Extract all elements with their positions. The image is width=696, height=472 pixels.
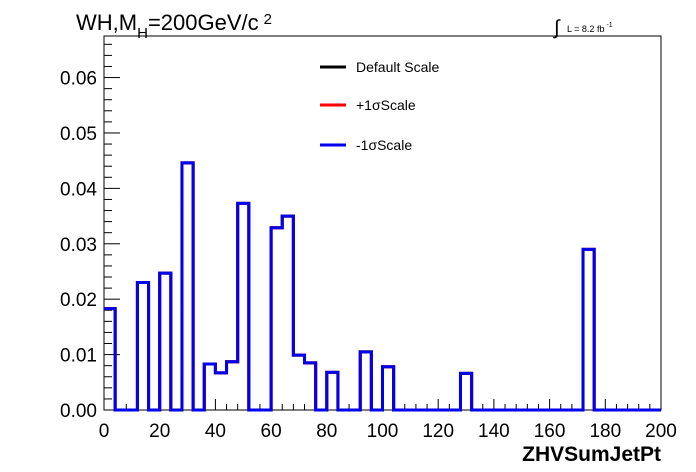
chart-title: WH,MH=200GeV/c 2 [76, 10, 272, 42]
x-tick-label: 100 [367, 421, 399, 442]
x-tick-label: 140 [478, 421, 510, 442]
y-tick-label: 0.06 [60, 69, 97, 90]
x-tick-label: 160 [534, 421, 566, 442]
x-axis: 0 20 40 60 80 100 120 140 160 180 200 [99, 399, 677, 442]
integral-symbol: ∫ [553, 17, 561, 39]
x-tick-label: 180 [589, 421, 621, 442]
y-tick-label: 0.03 [60, 235, 97, 256]
x-tick-label: 0 [99, 421, 110, 442]
series-line [104, 161, 661, 412]
x-tick-label: 40 [205, 421, 226, 442]
legend-label: +1σScale [356, 97, 416, 113]
y-tick-label: 0.01 [60, 346, 97, 367]
y-tick-label: 0.04 [60, 179, 97, 200]
legend: Default Scale +1σScale -1σScale [320, 59, 439, 153]
y-tick-label: 0.05 [60, 124, 97, 145]
y-tick-label: 0.00 [60, 401, 97, 422]
series-layer [104, 161, 661, 412]
plot-frame [103, 35, 662, 411]
x-tick-label: 60 [261, 421, 282, 442]
x-tick-label: 120 [422, 421, 454, 442]
lumi-label: L = 8.2 fb -1 [567, 22, 613, 34]
legend-label: Default Scale [356, 59, 439, 75]
x-tick-label: 80 [316, 421, 337, 442]
x-tick-label: 200 [645, 421, 677, 442]
x-tick-label: 20 [149, 421, 170, 442]
legend-label: -1σScale [356, 137, 412, 153]
y-tick-label: 0.02 [60, 290, 97, 311]
y-axis: 0.00 0.01 0.02 0.03 0.04 0.05 0.06 [60, 43, 120, 422]
x-axis-title: ZHVSumJetPt [522, 443, 661, 466]
